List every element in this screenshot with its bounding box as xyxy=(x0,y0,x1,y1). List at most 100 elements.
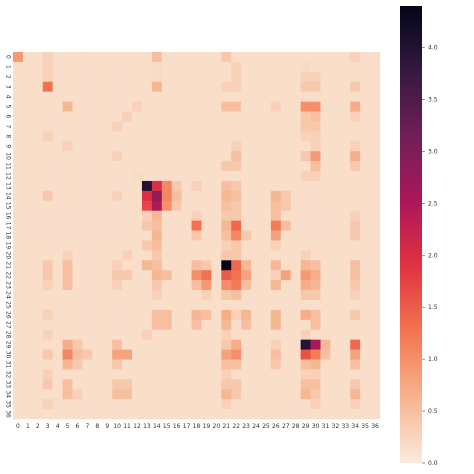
heatmap-cell-14-21 xyxy=(221,190,232,202)
heatmap-cell-27-36 xyxy=(370,319,381,331)
heatmap-cell-25-1 xyxy=(22,299,34,311)
heatmap-cell-34-31 xyxy=(320,389,331,400)
heatmap-cell-14-10 xyxy=(112,190,123,202)
heatmap-cell-4-11 xyxy=(122,91,133,102)
heatmap-cell-33-20 xyxy=(211,379,222,390)
heatmap-cell-36-9 xyxy=(102,409,113,420)
heatmap-cell-11-12 xyxy=(132,161,143,172)
heatmap-cell-17-5 xyxy=(62,220,73,231)
heatmap-cell-27-15 xyxy=(161,319,172,331)
heatmap-cell-36-20 xyxy=(211,409,222,420)
heatmap-cell-19-28 xyxy=(290,240,301,251)
heatmap-cell-5-29 xyxy=(300,101,311,112)
heatmap-cell-13-22 xyxy=(231,180,242,192)
heatmap-cell-7-8 xyxy=(92,121,103,132)
heatmap-cell-9-5 xyxy=(62,141,73,152)
heatmap-cell-22-35 xyxy=(360,270,371,281)
heatmap-cell-33-22 xyxy=(231,379,242,390)
heatmap-cell-18-19 xyxy=(201,230,212,241)
heatmap-cell-3-26 xyxy=(270,81,282,92)
heatmap-cell-30-33 xyxy=(340,349,351,360)
heatmap-cell-15-20 xyxy=(211,200,222,211)
colorbar-tick-label: 3.0 xyxy=(428,148,438,155)
heatmap-cell-15-4 xyxy=(52,200,63,211)
heatmap-cell-24-15 xyxy=(161,290,172,301)
heatmap-cell-21-34 xyxy=(350,260,361,271)
heatmap-cell-8-26 xyxy=(270,131,282,142)
heatmap-cell-12-23 xyxy=(241,171,252,182)
heatmap-cell-15-19 xyxy=(201,200,212,211)
heatmap-cell-14-23 xyxy=(241,190,252,202)
y-tick-label: 4 xyxy=(5,95,12,99)
heatmap-cell-30-27 xyxy=(280,349,292,360)
heatmap-cell-17-12 xyxy=(132,220,143,231)
heatmap-cell-1-8 xyxy=(92,61,103,73)
heatmap-cell-25-36 xyxy=(370,299,381,311)
heatmap-cell-16-6 xyxy=(72,210,83,221)
heatmap-cell-10-23 xyxy=(241,151,252,162)
heatmap-cell-35-17 xyxy=(181,399,192,410)
heatmap-cell-10-24 xyxy=(251,151,262,162)
heatmap-cell-23-23 xyxy=(241,280,252,291)
heatmap-cell-35-24 xyxy=(251,399,262,410)
heatmap-cell-26-10 xyxy=(112,309,123,321)
heatmap-cell-20-23 xyxy=(241,250,252,261)
heatmap-cell-7-12 xyxy=(132,121,143,132)
x-tick-label: 23 xyxy=(242,423,250,430)
heatmap-cell-6-9 xyxy=(102,111,113,122)
heatmap-cell-24-8 xyxy=(92,290,103,301)
y-tick-label: 0 xyxy=(5,55,12,59)
heatmap-cell-32-18 xyxy=(191,369,202,380)
heatmap-cell-0-13 xyxy=(141,52,153,63)
y-tick-label: 22 xyxy=(5,271,12,279)
heatmap-cell-36-17 xyxy=(181,409,192,420)
heatmap-cell-27-8 xyxy=(92,319,103,331)
heatmap-cell-33-32 xyxy=(330,379,341,390)
heatmap-cell-6-0 xyxy=(13,111,24,122)
heatmap-cell-10-4 xyxy=(52,151,63,162)
heatmap-cell-27-31 xyxy=(320,319,331,331)
heatmap-cell-13-6 xyxy=(72,180,83,192)
y-tick-label: 35 xyxy=(4,400,11,408)
heatmap-cell-11-2 xyxy=(32,161,44,172)
heatmap-cell-15-12 xyxy=(132,200,143,211)
heatmap-cell-33-25 xyxy=(260,379,272,390)
heatmap-cell-4-25 xyxy=(260,91,272,102)
heatmap-cell-22-34 xyxy=(350,270,361,281)
heatmap-cell-9-10 xyxy=(112,141,123,152)
heatmap-cell-16-10 xyxy=(112,210,123,221)
y-axis-ticks: 0123456789101112131415161718192021222324… xyxy=(4,55,11,418)
heatmap-cell-7-23 xyxy=(241,121,252,132)
heatmap-cell-3-17 xyxy=(181,81,192,92)
heatmap-cell-23-8 xyxy=(92,280,103,291)
heatmap-cell-7-27 xyxy=(280,121,292,132)
heatmap-cell-18-0 xyxy=(13,230,24,241)
heatmap-cell-26-5 xyxy=(62,309,73,321)
heatmap-cell-21-8 xyxy=(92,260,103,271)
heatmap-cell-26-1 xyxy=(22,309,34,321)
heatmap-cell-36-19 xyxy=(201,409,212,420)
heatmap-cell-19-19 xyxy=(201,240,212,251)
heatmap-cell-16-33 xyxy=(340,210,351,221)
heatmap-cell-3-3 xyxy=(42,81,53,92)
heatmap-cell-21-4 xyxy=(52,260,63,271)
heatmap-cell-36-24 xyxy=(251,409,262,420)
heatmap-cell-35-14 xyxy=(151,399,163,410)
heatmap-cell-8-16 xyxy=(171,131,182,142)
heatmap-cell-1-4 xyxy=(52,61,63,73)
x-tick-label: 11 xyxy=(123,423,131,430)
heatmap-cell-21-2 xyxy=(32,260,44,271)
heatmap-cell-11-22 xyxy=(231,161,242,172)
y-tick-label: 30 xyxy=(5,351,12,359)
x-tick-label: 27 xyxy=(282,423,290,430)
heatmap-cell-10-2 xyxy=(32,151,44,162)
heatmap-cell-26-36 xyxy=(370,309,381,321)
heatmap-cell-0-16 xyxy=(171,52,182,63)
heatmap-cell-18-31 xyxy=(320,230,331,241)
heatmap-cell-3-30 xyxy=(310,81,321,92)
heatmap-cell-32-14 xyxy=(151,369,163,380)
heatmap-cell-36-16 xyxy=(171,409,182,420)
colorbar xyxy=(400,6,422,463)
heatmap-cell-6-18 xyxy=(191,111,202,122)
heatmap-cell-15-13 xyxy=(141,200,153,211)
